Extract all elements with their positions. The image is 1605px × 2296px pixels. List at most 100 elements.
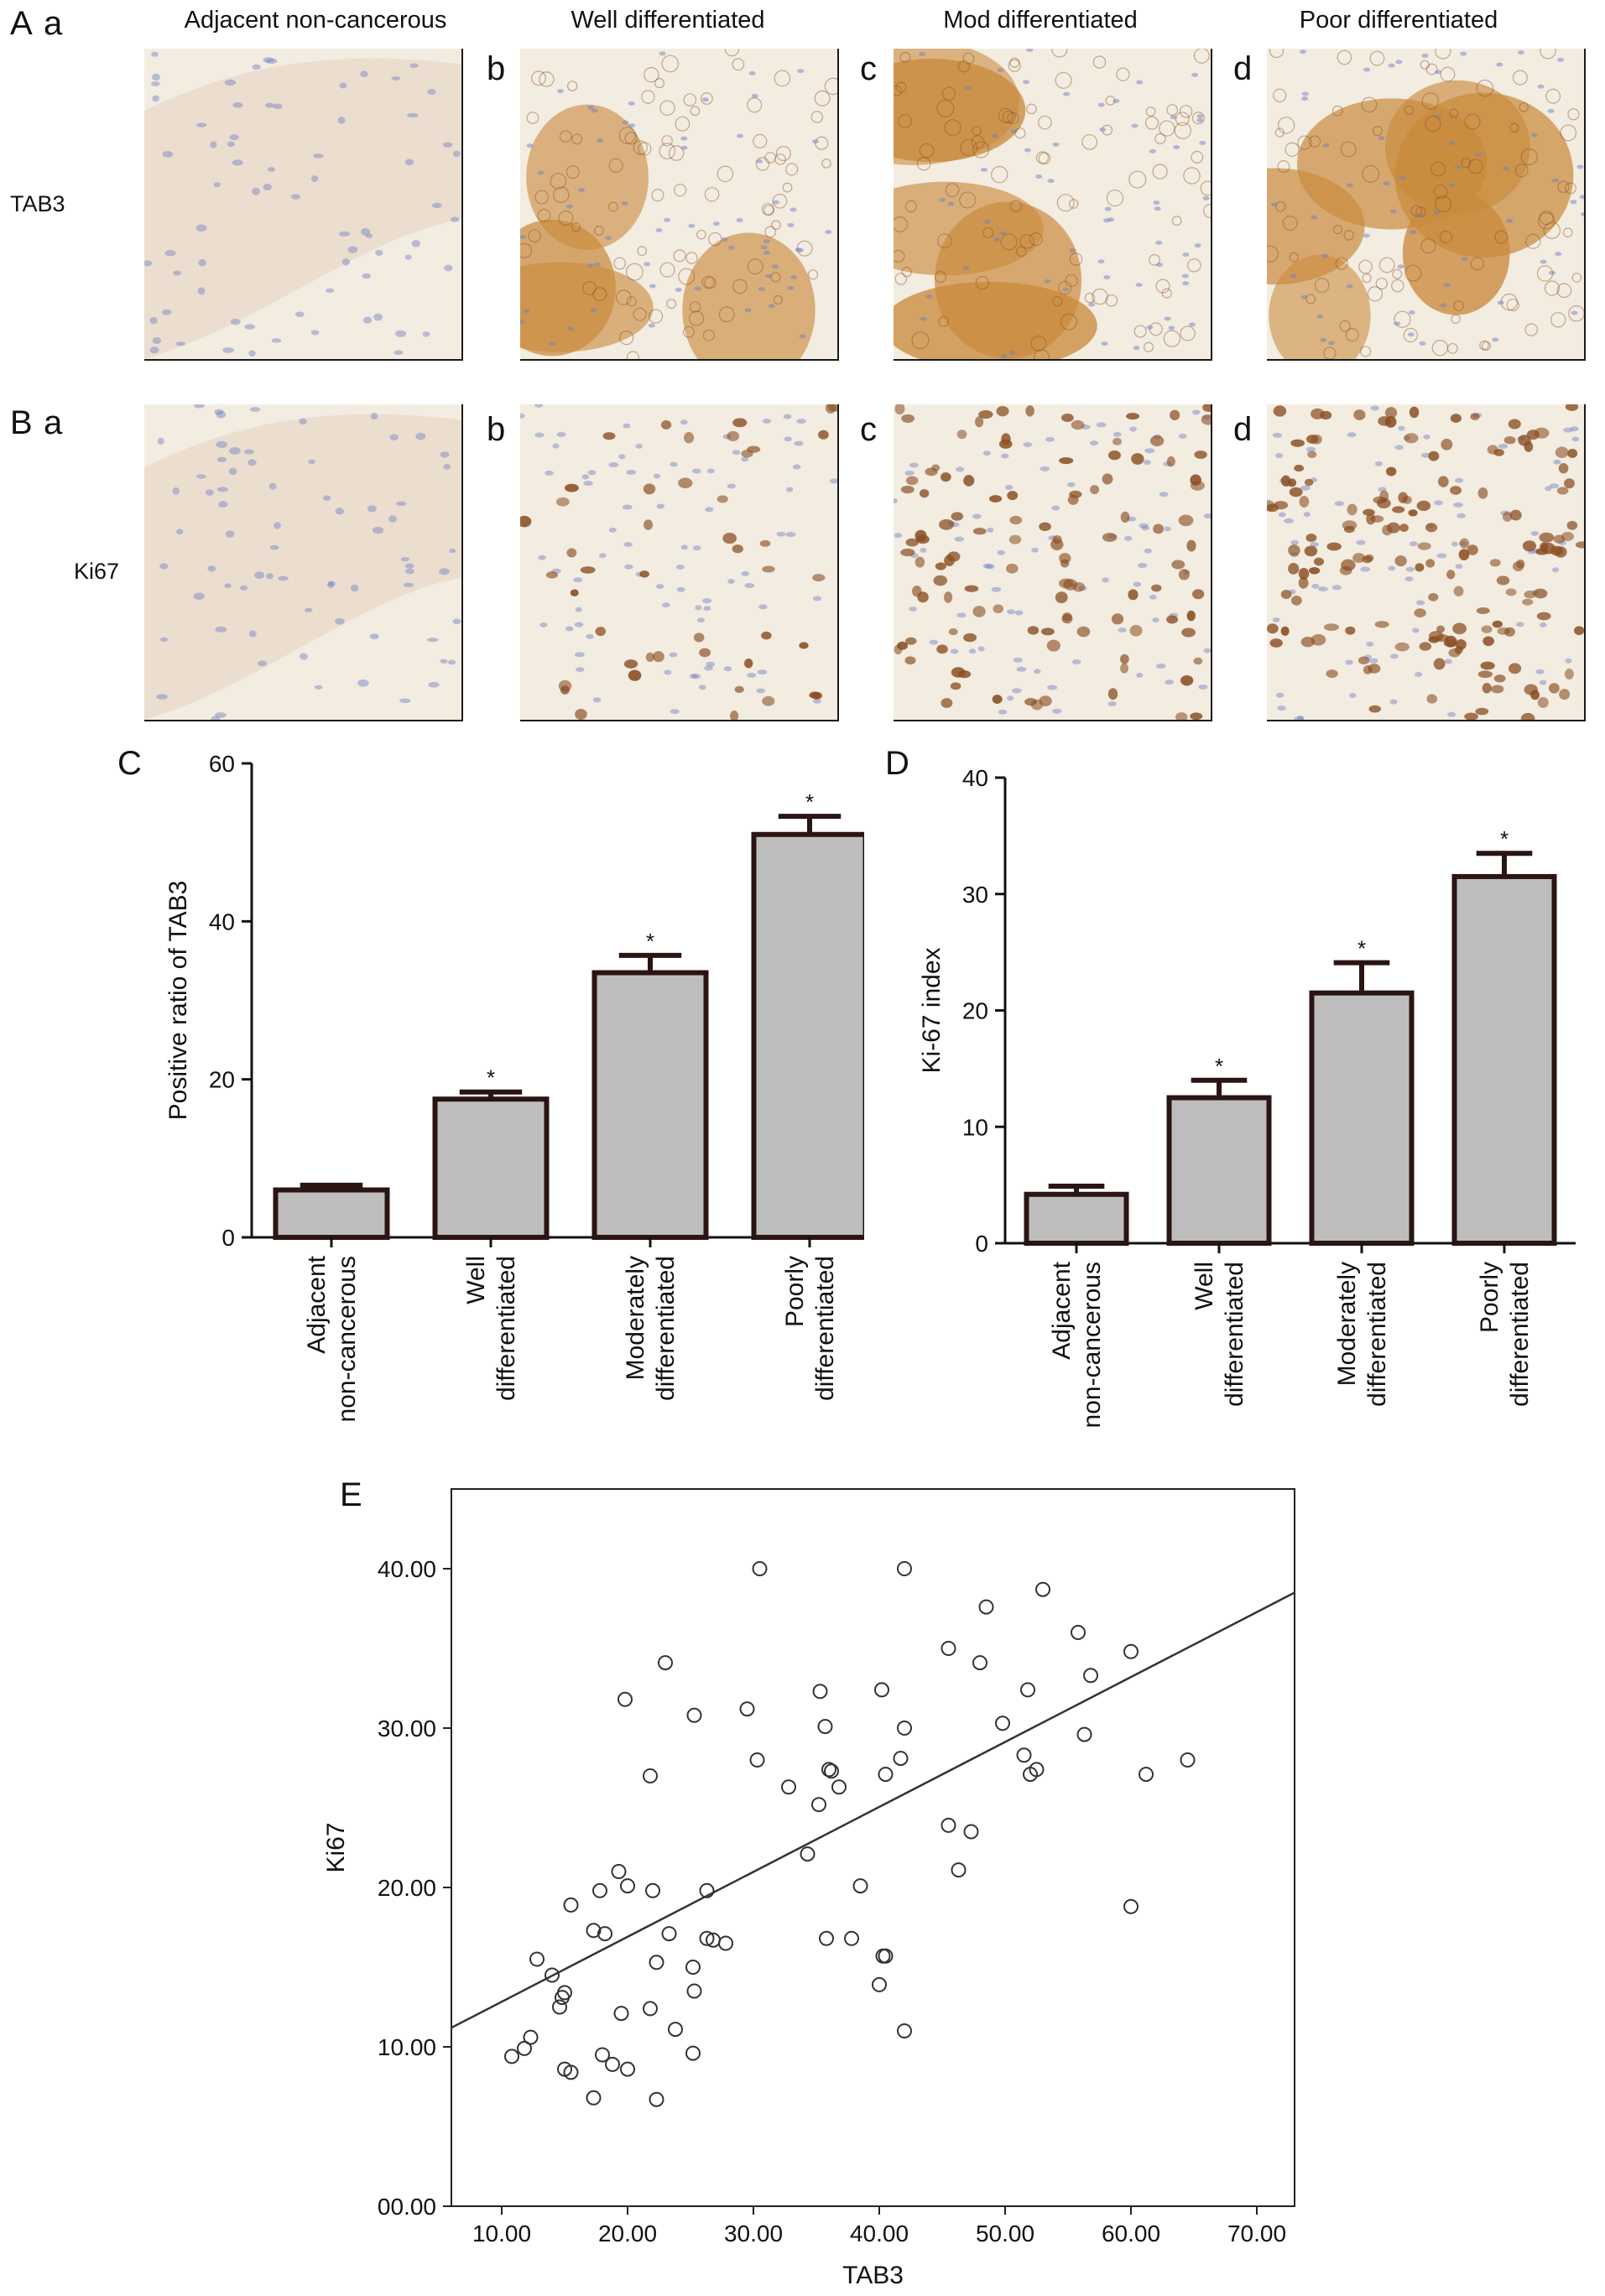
scatter-point <box>972 1655 987 1671</box>
scatter-point <box>897 1721 912 1736</box>
x-tick-label: 70.00 <box>1227 2221 1286 2247</box>
scatter-point <box>517 2040 532 2056</box>
scatter-point <box>812 1684 828 1700</box>
panel-letter-d: D <box>885 745 909 782</box>
scatter-point <box>643 2001 658 2017</box>
scatter-point <box>1076 1726 1092 1742</box>
x-tick-label-line: differentiated <box>1363 1262 1391 1407</box>
y-tick-label: 40 <box>962 765 988 791</box>
x-tick-label: 40.00 <box>850 2221 909 2247</box>
scatter-point <box>1016 1747 1032 1763</box>
y-tick-label: 20 <box>209 1067 235 1093</box>
x-tick-label-line: Moderately <box>622 1256 649 1380</box>
scatter-point <box>586 1923 602 1939</box>
scatter-point <box>1035 1581 1050 1597</box>
scatter-point <box>824 1763 839 1779</box>
scatter-point <box>718 1935 733 1951</box>
scatter-point <box>595 2047 610 2063</box>
sub-letter-a-row-a: a <box>44 5 63 42</box>
column-header-well: Well differentiated <box>571 7 765 34</box>
scatter-point <box>739 1701 755 1717</box>
sub-letter-b-row-a: a <box>44 404 63 441</box>
micrograph-ki67-poor <box>1262 403 1589 725</box>
micrograph-tab3-well <box>466 42 842 388</box>
panel-letter-a-row: A <box>10 5 33 42</box>
x-tick-label: Moderately differentiated <box>1333 1262 1391 1407</box>
x-tick-label-line: non-cancerous <box>1078 1262 1106 1428</box>
scatter-point <box>686 1707 702 1723</box>
scatter-point <box>613 2006 629 2022</box>
y-tick-label: 10.00 <box>378 2034 436 2060</box>
scatter-point <box>831 1779 847 1795</box>
y-tick-label: 40.00 <box>378 1556 436 1582</box>
scatter-point <box>1180 1752 1196 1768</box>
x-tick-label-line: Moderately <box>1333 1262 1361 1386</box>
scatter-point <box>1029 1762 1045 1778</box>
x-axis-label: TAB3 <box>842 2262 904 2289</box>
scatter-point <box>552 1999 567 2015</box>
y-tick-label: 40 <box>209 909 235 935</box>
x-tick-label-line: differentiated <box>652 1256 680 1401</box>
scatter-point <box>781 1779 796 1795</box>
y-axis-label: Ki-67 index <box>918 947 946 1073</box>
row-label-ki67: Ki67 <box>74 559 120 584</box>
scatter-point <box>752 1561 768 1576</box>
plot-frame <box>451 1488 1295 2207</box>
scatter-point <box>878 1948 894 1964</box>
significance-marker: * <box>1357 936 1366 961</box>
sub-letter-b-row-d: d <box>1233 411 1253 448</box>
column-header-adjacent: Adjacent non-cancerous <box>184 7 447 34</box>
x-tick-label-line: differentiated <box>1506 1262 1534 1407</box>
panel-letter-e: E <box>340 1476 362 1513</box>
y-tick-label: 10 <box>962 1114 988 1140</box>
y-tick-label: 30.00 <box>378 1715 436 1742</box>
x-tick-label: Moderately differentiated <box>622 1256 680 1401</box>
y-tick-label: 60 <box>209 751 235 777</box>
micrograph-ki67-well <box>516 400 842 721</box>
scatter-point <box>643 1768 658 1783</box>
scatter-point <box>618 1691 633 1707</box>
scatter-point <box>941 1817 956 1833</box>
scatter-plot-tab3-ki67: 10.00 20.00 30.00 40.00 50.00 60.00 70.00 00.00… <box>322 1488 1295 2289</box>
y-axis-label: Ki67 <box>322 1822 350 1872</box>
scatter-point <box>658 1655 673 1671</box>
x-tick-label: Poorly differentiated <box>1476 1262 1534 1407</box>
significance-marker: * <box>487 1065 495 1091</box>
scatter-point <box>819 1930 834 1946</box>
bar <box>1451 873 1557 1246</box>
scatter-point <box>649 1955 664 1971</box>
regression-line <box>451 1591 1295 2029</box>
column-header-poor: Poor differentiated <box>1299 7 1498 34</box>
x-tick-label: Poorly differentiated <box>781 1256 839 1401</box>
bar <box>1309 990 1415 1246</box>
scatter-point <box>1139 1767 1154 1783</box>
scatter-point <box>897 1561 912 1576</box>
scatter-point <box>749 1752 765 1768</box>
scatter-point <box>685 2045 701 2061</box>
y-axis-label: Positive ratio of TAB3 <box>164 881 192 1121</box>
x-tick-label: 30.00 <box>724 2221 783 2247</box>
x-tick-label-line: Adjacent <box>303 1255 331 1353</box>
scatter-point <box>844 1930 859 1946</box>
scatter-point <box>668 2022 683 2038</box>
significance-marker: * <box>1215 1054 1223 1079</box>
scatter-point <box>699 1882 715 1898</box>
x-tick-label-line: non-cancerous <box>333 1256 361 1422</box>
scatter-point <box>620 2061 635 2077</box>
scatter-point <box>563 2064 579 2080</box>
bar <box>1166 1095 1272 1246</box>
panel-letter-c: C <box>117 745 142 782</box>
x-tick-label-line: Well <box>462 1256 490 1304</box>
x-tick-label-line: Well <box>1191 1262 1218 1310</box>
scatter-point <box>597 1926 612 1942</box>
x-tick-label: Adjacent non-cancerous <box>303 1255 361 1422</box>
scatter-point <box>504 2049 519 2064</box>
scatter-point <box>995 1715 1010 1731</box>
scatter-point <box>563 1897 579 1913</box>
x-tick-label: 60.00 <box>1102 2221 1160 2247</box>
x-tick-label-line: differentiated <box>492 1256 520 1401</box>
panel-letter-b-row: B <box>10 404 33 441</box>
scatter-point <box>963 1824 979 1840</box>
